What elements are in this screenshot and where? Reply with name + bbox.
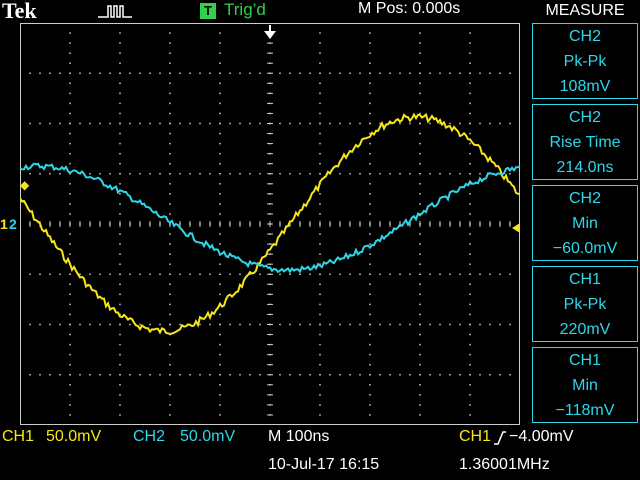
measure-channel: CH2 [568, 28, 601, 45]
ch1-ground-marker: 1 [0, 216, 8, 232]
measure-box-5[interactable]: CH1 Min −118mV [532, 347, 638, 423]
measure-value: 220mV [559, 321, 611, 338]
date-time: 10-Jul-17 16:15 [268, 456, 380, 473]
measure-name: Rise Time [549, 134, 621, 151]
trigger-level-icon [512, 223, 520, 233]
measure-name: Min [572, 215, 598, 232]
trigger-frequency: 1.36001MHz [459, 456, 550, 473]
timebase[interactable]: M 100ns [268, 428, 330, 445]
measure-name: Pk-Pk [563, 296, 607, 313]
measure-channel: CH1 [568, 271, 601, 288]
measure-channel: CH2 [568, 109, 601, 126]
trigger-status: Trig’d [224, 0, 266, 19]
brand-logo: Tek [2, 0, 37, 23]
ch1-waveform [20, 112, 520, 336]
trigger-position-icon [264, 31, 276, 39]
top-status-bar: Tek T Trig’d M Pos: 0.000s [0, 0, 530, 23]
measure-title: MEASURE [545, 2, 625, 19]
measure-box-4[interactable]: CH1 Pk-Pk 220mV [532, 266, 638, 342]
measure-box-1[interactable]: CH2 Pk-Pk 108mV [532, 23, 638, 99]
trigger-badge: T [200, 3, 216, 19]
trigger-source: CH1 [459, 428, 492, 445]
graticule [20, 23, 520, 425]
ch1-scale[interactable]: 50.0mV [46, 428, 102, 445]
measure-channel: CH1 [568, 352, 601, 369]
ch2-ground-marker: 2 [9, 216, 17, 232]
measure-channel: CH2 [568, 190, 601, 207]
waveform-display[interactable] [20, 23, 520, 425]
trigger-position-stem [269, 25, 271, 31]
horizontal-position: M Pos: 0.000s [358, 0, 461, 17]
measure-value: 108mV [559, 78, 611, 95]
ch2-waveform [20, 162, 520, 274]
ch2-scale[interactable]: 50.0mV [180, 428, 236, 445]
ch1-top-marker-icon: ◆ [20, 178, 30, 192]
rising-edge-icon [494, 431, 506, 445]
ch2-label: CH2 [133, 428, 166, 445]
measure-name: Pk-Pk [563, 53, 607, 70]
measure-value: 214.0ns [556, 159, 614, 176]
measure-box-2[interactable]: CH2 Rise Time 214.0ns [532, 104, 638, 180]
measure-box-3[interactable]: CH2 Min −60.0mV [532, 185, 638, 261]
measure-value: −118mV [555, 402, 615, 419]
measure-name: Min [572, 377, 598, 394]
bottom-status-bar: CH1 50.0mV CH2 50.0mV M 100ns CH1 −4.00m… [0, 426, 640, 480]
measure-panel: MEASURE CH2 Pk-Pk 108mV CH2 Rise Time 21… [530, 0, 640, 428]
measure-value: −60.0mV [552, 240, 618, 257]
trigger-level[interactable]: −4.00mV [509, 428, 574, 445]
ch1-label: CH1 [2, 428, 35, 445]
acquisition-pulse-icon [98, 5, 132, 18]
